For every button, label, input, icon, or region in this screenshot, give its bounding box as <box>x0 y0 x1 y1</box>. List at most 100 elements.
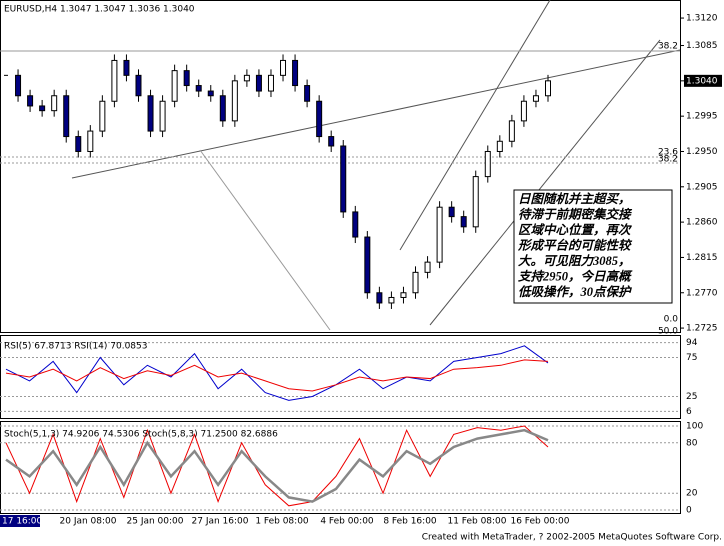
x-label-highlight <box>0 515 40 527</box>
annotation-line: 区域中心位置，再次 <box>518 223 632 237</box>
candle <box>219 95 226 122</box>
fib-label: 50.0 <box>658 327 678 337</box>
candle <box>388 296 395 304</box>
y-tick-label: 75 <box>686 353 697 363</box>
fib-label: 38.2 <box>658 155 678 165</box>
candle <box>460 216 467 228</box>
annotation-line: 支持2950，今日高概 <box>518 269 633 283</box>
candle <box>545 80 551 97</box>
y-tick-label: 100 <box>686 422 703 432</box>
candle <box>508 120 515 142</box>
candle <box>15 74 22 97</box>
candle <box>63 95 70 138</box>
annotation-line: 形成平台的可能性较 <box>517 238 633 252</box>
y-tick-label: 0 <box>686 506 692 516</box>
candle <box>183 70 190 87</box>
y-tick-label: 1.3085 <box>686 41 718 51</box>
candle <box>472 176 479 228</box>
candle <box>87 130 94 152</box>
candle <box>400 292 407 298</box>
x-tick-label: 11 Feb 08:00 <box>447 517 506 527</box>
candle <box>75 136 82 152</box>
annotation-line: 日图随机并主超买， <box>518 192 631 206</box>
indicator-line <box>5 359 549 392</box>
candle <box>123 59 130 76</box>
y-tick-label: 1.2905 <box>686 182 718 192</box>
candle <box>147 95 154 132</box>
y-tick-label: 1.3120 <box>686 14 718 24</box>
candle <box>195 85 202 92</box>
y-tick-label: 25 <box>686 392 697 402</box>
fib-label: 0.0 <box>664 315 679 325</box>
annotation-line: 待滞于前期密集交接 <box>518 207 633 221</box>
annotation-line: 大。可见阻力3085， <box>518 254 631 268</box>
y-tick-label: 6 <box>686 407 692 417</box>
y-tick-label: 1.2815 <box>686 253 718 263</box>
chart-title: EURUSD,H4 1.3047 1.3047 1.3036 1.3040 <box>4 5 195 15</box>
y-tick-label: 94 <box>686 338 698 348</box>
x-tick-label: 4 Feb 00:00 <box>320 517 374 527</box>
indicator-title: RSI(5) 67.8713 RSI(14) 70.0853 <box>4 342 147 352</box>
annotation-box <box>513 189 673 304</box>
candle <box>159 100 166 132</box>
candle <box>243 74 250 82</box>
candle <box>328 136 335 147</box>
trend-lines <box>0 0 681 331</box>
y-tick-label: 1.2725 <box>686 324 718 334</box>
candle <box>280 59 287 76</box>
candle <box>27 95 34 107</box>
candle <box>436 206 443 263</box>
annotation-line: 低吸操作，30点保护 <box>518 285 632 299</box>
indicator-line <box>5 428 549 503</box>
x-axis-band <box>0 514 724 528</box>
y-tick-label: 1.2995 <box>686 112 718 122</box>
fib-label: 23.6 <box>658 148 678 158</box>
indicator-title: Stoch(5,1,3) 74.9206 74.5306 Stoch(5,8,3… <box>4 430 278 440</box>
fib-label: 38.2 <box>658 42 678 52</box>
candle <box>207 90 214 97</box>
candle <box>304 85 311 102</box>
indicator-line <box>5 425 549 507</box>
candle <box>171 70 178 102</box>
candle <box>39 105 46 112</box>
current-price-box <box>684 74 722 87</box>
candle <box>316 100 323 138</box>
candle <box>267 74 274 92</box>
x-tick-label: 25 Jan 00:00 <box>127 517 184 527</box>
y-tick-label: 20 <box>686 489 698 499</box>
candle <box>255 74 262 92</box>
x-tick-label: 17 16:00 <box>2 517 43 527</box>
x-tick-label: 8 Feb 16:00 <box>383 517 437 527</box>
panel-frames <box>0 0 681 514</box>
candle <box>412 271 419 294</box>
candle <box>484 150 491 178</box>
y-tick-label: 1.2860 <box>686 218 718 228</box>
candle <box>520 100 527 122</box>
candle <box>532 95 539 102</box>
candle <box>364 236 371 294</box>
candle <box>99 100 106 132</box>
fib-labels: 38.223.638.20.050.0 <box>658 42 678 337</box>
x-tick-label: 27 Jan 16:00 <box>192 517 249 527</box>
candle <box>340 145 347 213</box>
candle <box>376 292 383 304</box>
candle <box>231 80 238 122</box>
x-tick-label: 20 Jan 08:00 <box>60 517 117 527</box>
candle <box>352 211 359 238</box>
candle <box>496 140 503 152</box>
y-tick-label: 1.2950 <box>686 147 718 157</box>
y-tick-label: 1.2770 <box>686 288 718 298</box>
y-tick-label: 1.3040 <box>686 76 718 86</box>
candle <box>111 59 118 102</box>
indicator-line <box>5 345 549 401</box>
candle <box>292 59 299 87</box>
y-tick-label: 80 <box>686 438 698 448</box>
candle <box>448 206 455 218</box>
footer: Created with MetaTrader, ? 2002-2005 Met… <box>422 533 722 543</box>
x-tick-label: 16 Feb 00:00 <box>510 517 569 527</box>
candle <box>135 74 142 97</box>
x-tick-label: 1 Feb 08:00 <box>255 517 309 527</box>
candle <box>424 261 431 273</box>
candle <box>51 95 58 112</box>
